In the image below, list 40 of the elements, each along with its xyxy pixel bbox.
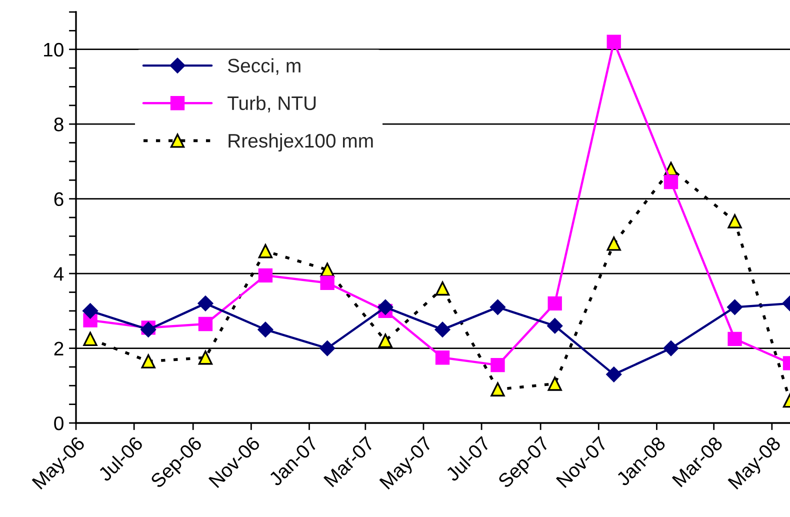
point — [378, 299, 394, 315]
y-tick-label: 10 — [44, 42, 64, 57]
legend-label: Rreshjex100 mm — [228, 133, 373, 152]
point — [728, 214, 742, 228]
point — [548, 376, 562, 391]
point — [606, 236, 621, 251]
point — [606, 34, 621, 49]
point — [198, 350, 213, 365]
y-tick-label: 6 — [54, 192, 64, 206]
point — [490, 358, 505, 372]
y-tick-label: 4 — [54, 267, 64, 281]
point — [320, 262, 334, 277]
point — [141, 354, 156, 368]
point — [728, 332, 742, 346]
point — [82, 303, 98, 319]
point — [258, 322, 274, 338]
point — [435, 281, 450, 296]
point — [320, 340, 336, 356]
legend-label: Secci, m — [228, 58, 300, 75]
point — [258, 244, 273, 258]
point — [320, 276, 334, 290]
point — [727, 299, 742, 315]
point — [83, 332, 98, 346]
y-tick-label: 8 — [54, 118, 64, 132]
point — [548, 296, 562, 311]
point — [490, 382, 505, 396]
point — [198, 316, 213, 332]
point — [606, 366, 622, 382]
legend-label: Turb, NTU — [228, 96, 316, 112]
point — [664, 174, 678, 190]
point — [434, 322, 450, 338]
point — [490, 299, 506, 315]
y-tick-label: 2 — [54, 342, 64, 356]
point — [435, 350, 450, 365]
y-tick-label: 0 — [54, 416, 64, 430]
point — [378, 334, 392, 348]
point — [258, 268, 273, 282]
point — [663, 340, 679, 356]
point — [547, 318, 563, 334]
point — [198, 296, 214, 312]
